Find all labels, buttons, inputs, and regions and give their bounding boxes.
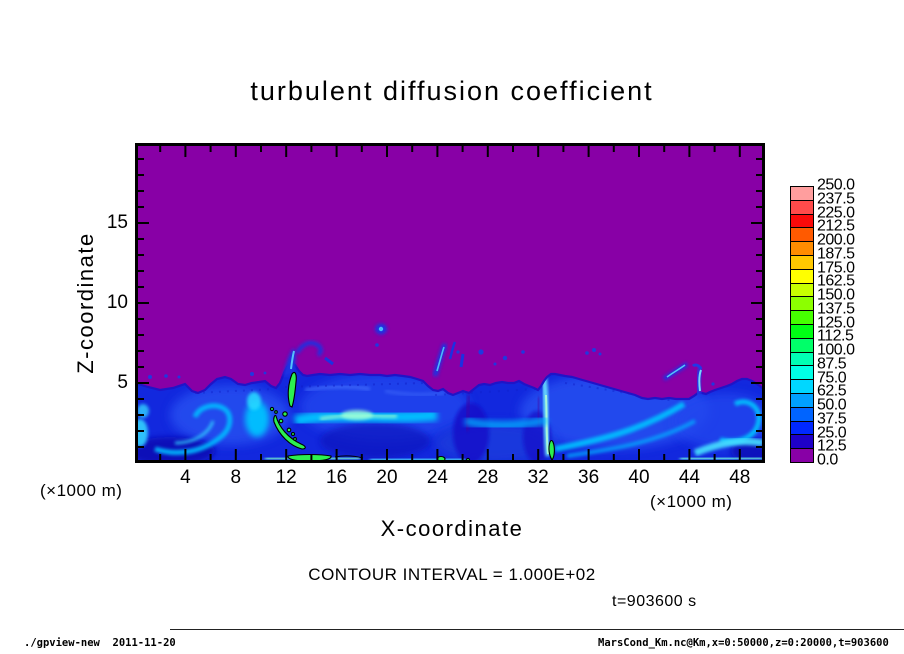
colorbar-cell <box>791 187 813 201</box>
colorbar-labels: 250.0 237.5 225.0 212.5 200.0 187.5 175.0 162.5… <box>817 177 877 469</box>
colorbar-cell <box>791 324 813 339</box>
colorbar-cell <box>791 255 813 270</box>
x-tick-label: 8 <box>230 467 242 488</box>
x-axis-unit: (×1000 m) <box>650 492 733 511</box>
colorbar-label: 162.5 <box>817 272 855 290</box>
colorbar-cell <box>791 449 813 462</box>
colorbar-label: 250.0 <box>817 176 855 194</box>
colorbar-cell <box>791 242 813 256</box>
colorbar-label: 50.0 <box>817 396 847 414</box>
colorbar-cell <box>791 393 813 408</box>
colorbar-cell <box>791 311 813 325</box>
x-tick-label: 36 <box>578 467 600 488</box>
colorbar-cell <box>791 352 813 367</box>
colorbar-cell <box>791 228 813 243</box>
colorbar-label: 150.0 <box>817 286 855 304</box>
colorbar-cell <box>791 269 813 284</box>
x-tick-label: 44 <box>678 467 700 488</box>
x-axis-label: X-coordinate <box>380 516 524 541</box>
colorbar-cell <box>791 214 813 229</box>
colorbar-label: 12.5 <box>817 437 847 455</box>
colorbar-label: 225.0 <box>817 204 855 222</box>
axis-ticks <box>138 146 762 460</box>
colorbar-label: 25.0 <box>817 424 847 442</box>
colorbar-label: 175.0 <box>817 259 855 277</box>
colorbar-cell <box>791 435 813 450</box>
colorbar-cell <box>791 200 813 215</box>
colorbar-label: 62.5 <box>817 382 847 400</box>
x-tick-label: 4 <box>180 467 191 488</box>
y-tick-label: 15 <box>106 212 128 233</box>
colorbar-label: 212.5 <box>817 217 855 235</box>
y-tick-label: 5 <box>117 372 128 393</box>
colorbar-cell <box>791 380 813 394</box>
colorbar-label: 112.5 <box>817 327 854 345</box>
y-tick-labels: 15 10 5 <box>92 143 128 463</box>
colorbar-label: 200.0 <box>817 231 855 249</box>
colorbar-cell <box>791 338 813 353</box>
x-tick-labels: 4 8 12 16 20 24 28 32 36 40 44 48 <box>135 467 765 489</box>
x-tick-label: 24 <box>426 467 448 488</box>
x-tick-label: 48 <box>729 467 751 488</box>
colorbar-label: 125.0 <box>817 314 855 332</box>
colorbar-label: 100.0 <box>817 341 855 359</box>
colorbar-cell <box>791 283 813 298</box>
plot-canvas <box>135 143 765 463</box>
colorbar-label: 87.5 <box>817 355 847 373</box>
x-tick-label: 12 <box>275 467 297 488</box>
x-tick-label: 40 <box>628 467 650 488</box>
footer-source: MarsCond_Km.nc@Km,x=0:50000,z=0:20000,t=… <box>598 637 889 649</box>
colorbar-cell <box>791 407 813 422</box>
colorbar-label: 237.5 <box>817 190 855 208</box>
interface-rim <box>135 361 765 401</box>
x-tick-label: 16 <box>326 467 348 488</box>
detached-plumes <box>148 323 715 397</box>
colorbar <box>790 186 814 463</box>
colorbar-cell <box>791 421 813 436</box>
colorbar-label: 0.0 <box>817 451 838 469</box>
colorbar-label: 75.0 <box>817 369 847 387</box>
y-axis-unit: (×1000 m) <box>40 481 123 500</box>
colorbar-label: 137.5 <box>817 300 855 318</box>
footer-divider <box>170 629 904 630</box>
x-tick-label: 20 <box>376 467 398 488</box>
colorbar-label: 37.5 <box>817 410 847 428</box>
colorbar-cell <box>791 366 813 381</box>
footer-command: ./gpview-new 2011-11-20 <box>24 637 176 649</box>
plot-title: turbulent diffusion coefficient <box>250 76 654 106</box>
contour-interval-note: CONTOUR INTERVAL = 1.000E+02 <box>308 565 596 584</box>
colorbar-label: 187.5 <box>817 245 855 263</box>
turbulent-layer <box>135 363 765 463</box>
plot-border <box>135 143 765 463</box>
x-tick-label: 28 <box>477 467 499 488</box>
x-tick-label: 32 <box>527 467 549 488</box>
time-annotation: t=903600 s <box>612 593 697 610</box>
y-tick-label: 10 <box>106 292 128 313</box>
colorbar-cell <box>791 297 813 312</box>
